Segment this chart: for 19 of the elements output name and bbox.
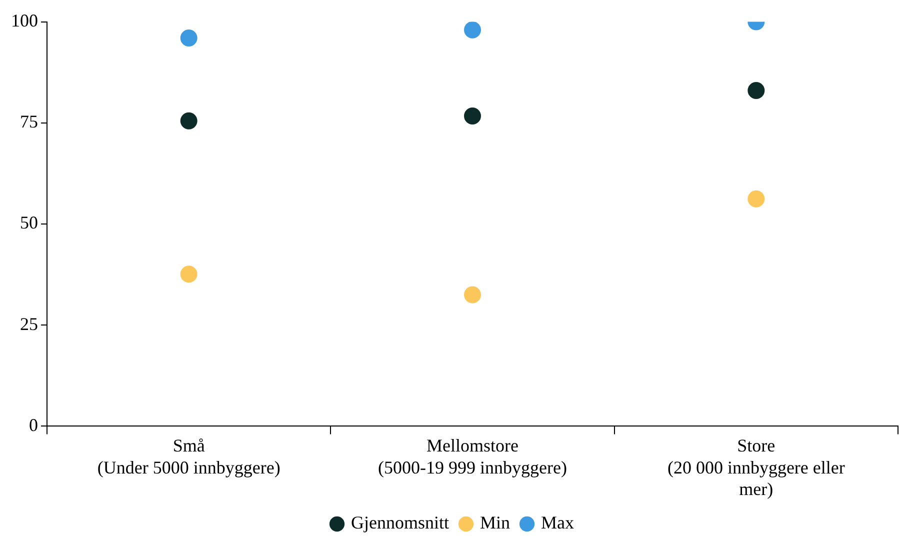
x-tick-label: Små (Under 5000 innbyggere): [97, 436, 280, 478]
point: [180, 29, 198, 46]
x-tick-label: Mellomstore (5000-19 999 innbyggere): [378, 436, 567, 478]
point: [748, 190, 765, 208]
x-tick-label: Store (20 000 innbyggere eller mer): [667, 436, 845, 499]
point: [464, 286, 481, 304]
y-tick-label: 75: [20, 112, 38, 132]
legend-label: Min: [480, 512, 510, 533]
point: [464, 22, 481, 38]
point: [180, 112, 198, 130]
y-tick-label: 25: [20, 314, 38, 334]
y-tick-label: 0: [29, 414, 38, 435]
legend-label: Gjennomsnitt: [351, 512, 449, 533]
y-tick-label: 100: [11, 10, 38, 31]
legend-label: Max: [541, 512, 574, 533]
y-tick-label: 50: [20, 212, 38, 233]
point: [748, 82, 765, 100]
point: [180, 266, 198, 283]
point: [464, 108, 481, 125]
